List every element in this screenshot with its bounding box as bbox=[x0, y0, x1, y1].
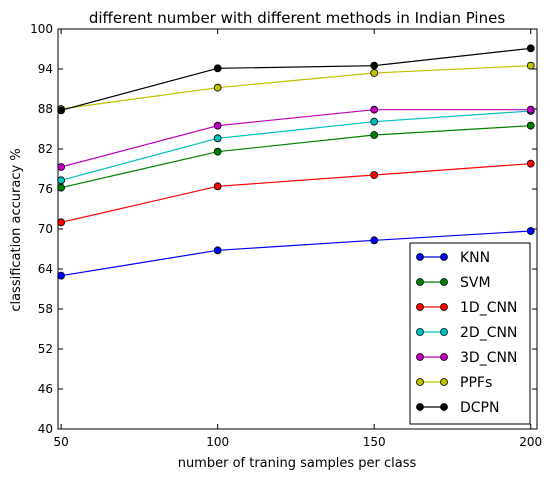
series-line-2d-cnn bbox=[60, 110, 531, 181]
series-line-3d-cnn bbox=[60, 109, 531, 168]
y-tick-label: 88 bbox=[38, 102, 53, 116]
data-point bbox=[370, 236, 379, 245]
x-tick-label: 100 bbox=[206, 435, 229, 449]
data-point bbox=[213, 246, 222, 255]
data-point bbox=[213, 121, 222, 130]
data-point bbox=[213, 83, 222, 92]
data-point bbox=[526, 121, 535, 130]
y-tick-label: 52 bbox=[38, 342, 53, 356]
series-line-1d-cnn bbox=[60, 163, 531, 223]
legend: KNN SVM 1D_CNN 2D_CNN 3D_CNN PPFs DCPN bbox=[409, 242, 531, 425]
legend-marker bbox=[416, 353, 424, 361]
series-line-svm bbox=[60, 125, 531, 189]
series-line-dcpn bbox=[60, 47, 531, 111]
legend-label: DCPN bbox=[460, 400, 499, 416]
y-tick-label: 46 bbox=[38, 382, 53, 396]
x-tick-label: 150 bbox=[363, 435, 386, 449]
data-point bbox=[57, 271, 66, 280]
x-tick-label: 50 bbox=[53, 435, 68, 449]
legend-marker bbox=[440, 353, 448, 361]
y-tick-label: 64 bbox=[38, 262, 53, 276]
data-point bbox=[213, 134, 222, 143]
data-point bbox=[370, 117, 379, 126]
y-tick-label: 82 bbox=[38, 142, 53, 156]
legend-marker bbox=[440, 403, 448, 411]
data-point bbox=[57, 163, 66, 171]
y-tick-label: 70 bbox=[38, 222, 53, 236]
data-point bbox=[370, 105, 379, 114]
data-point bbox=[526, 105, 535, 114]
legend-label: 1D_CNN bbox=[460, 300, 517, 316]
legend-label: KNN bbox=[460, 250, 490, 266]
data-point bbox=[526, 61, 535, 70]
data-point bbox=[370, 171, 379, 179]
data-point bbox=[213, 64, 222, 73]
legend-box bbox=[409, 242, 531, 425]
data-point bbox=[370, 69, 379, 77]
data-point bbox=[526, 227, 535, 235]
legend-marker bbox=[440, 328, 448, 336]
legend-marker bbox=[416, 303, 424, 311]
legend-marker bbox=[416, 403, 424, 411]
legend-marker bbox=[416, 278, 424, 286]
y-tick-label: 100 bbox=[30, 22, 53, 36]
legend-marker bbox=[440, 278, 448, 286]
data-point bbox=[57, 218, 66, 227]
legend-marker bbox=[440, 253, 448, 261]
data-point bbox=[213, 147, 222, 156]
y-tick-label: 58 bbox=[38, 302, 53, 316]
chart-title: different number with different methods … bbox=[89, 9, 506, 27]
data-point bbox=[57, 176, 66, 185]
legend-marker bbox=[416, 328, 424, 336]
y-tick-label: 94 bbox=[38, 62, 53, 76]
x-axis-label: number of traning samples per class bbox=[178, 456, 417, 471]
y-axis-label: classification accuracy % bbox=[9, 148, 24, 311]
legend-marker bbox=[416, 378, 424, 386]
legend-label: SVM bbox=[460, 275, 491, 291]
data-point bbox=[213, 182, 222, 191]
series-line-knn bbox=[61, 230, 531, 277]
legend-label: PPFs bbox=[460, 375, 492, 391]
legend-label: 3D_CNN bbox=[460, 350, 517, 366]
data-point bbox=[526, 159, 535, 168]
series-line-ppfs bbox=[61, 65, 531, 110]
x-tick-label: 200 bbox=[519, 435, 542, 449]
y-tick-label: 76 bbox=[38, 182, 53, 196]
legend-marker bbox=[440, 378, 448, 386]
legend-marker bbox=[440, 303, 448, 311]
legend-label: 2D_CNN bbox=[460, 325, 517, 341]
data-point bbox=[370, 131, 379, 139]
data-point bbox=[526, 44, 535, 53]
data-point bbox=[57, 106, 66, 115]
y-tick-label: 40 bbox=[38, 422, 53, 436]
plot-area: 40 46 52 58 64 70 76 82 88 94 100 50 100 150 200 bbox=[30, 22, 542, 449]
legend-marker bbox=[416, 253, 424, 261]
data-point bbox=[57, 183, 66, 192]
data-point bbox=[370, 61, 379, 70]
